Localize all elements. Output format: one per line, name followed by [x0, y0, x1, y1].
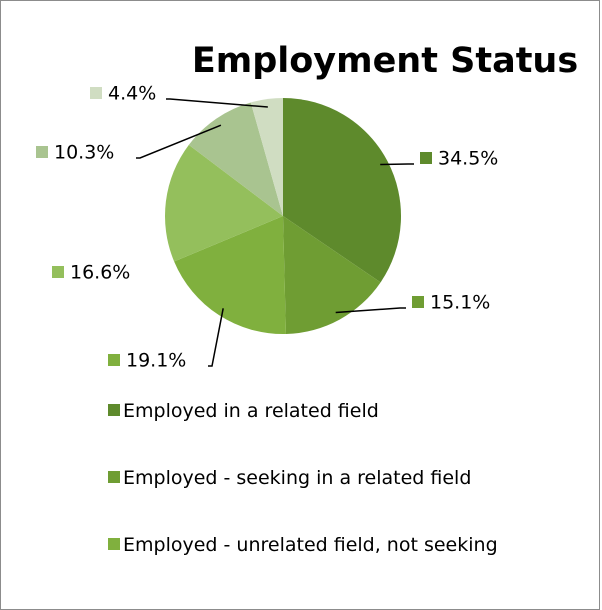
- legend-entry: Employed - unrelated field, not seeking: [108, 530, 503, 560]
- pie-slice: [165, 144, 283, 262]
- label-swatch: [412, 296, 424, 308]
- legend-entry: Employed in a related field: [108, 396, 503, 426]
- leader-line: [166, 98, 268, 108]
- pie-slice: [283, 216, 381, 334]
- legend-swatch: [108, 404, 120, 416]
- pie-slice: [283, 98, 401, 283]
- legend-label: Employed - unrelated field, not seeking: [123, 534, 498, 556]
- label-swatch: [52, 266, 64, 278]
- leader-line: [335, 307, 406, 314]
- data-label: 10.3%: [54, 142, 114, 164]
- data-label: 4.4%: [108, 83, 156, 105]
- label-swatch: [108, 354, 120, 366]
- data-label: 19.1%: [126, 350, 186, 372]
- data-label: 34.5%: [438, 148, 498, 170]
- legend-label: Employed in a related field: [123, 400, 379, 422]
- data-label: 15.1%: [430, 292, 490, 314]
- pie-slice: [188, 102, 283, 216]
- label-swatch: [36, 146, 48, 158]
- label-swatch: [420, 152, 432, 164]
- legend-swatch: [108, 538, 120, 550]
- leader-line: [136, 124, 222, 159]
- pie-slice: [174, 216, 286, 334]
- leader-line: [380, 163, 414, 166]
- legend-label: Employed - seeking in a related field: [123, 467, 472, 489]
- data-label: 16.6%: [70, 262, 130, 284]
- legend-entry: Employed - seeking in a related field: [108, 463, 503, 493]
- legend-swatch: [108, 471, 120, 483]
- pie-slice: [250, 98, 283, 216]
- leader-line: [208, 308, 224, 367]
- label-swatch: [90, 87, 102, 99]
- chart-title: Employment Status: [192, 41, 578, 81]
